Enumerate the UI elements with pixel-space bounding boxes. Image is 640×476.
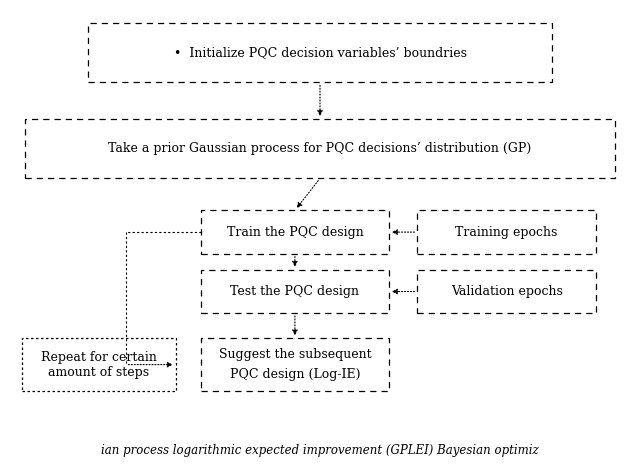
Bar bbox=[201, 210, 389, 254]
Text: Suggest the subsequent: Suggest the subsequent bbox=[219, 348, 371, 361]
Bar bbox=[201, 270, 389, 313]
Text: Test the PQC design: Test the PQC design bbox=[230, 285, 360, 298]
Text: Validation epochs: Validation epochs bbox=[451, 285, 563, 298]
Text: PQC design (Log-IE): PQC design (Log-IE) bbox=[230, 368, 360, 381]
Bar bbox=[201, 338, 389, 391]
Bar bbox=[88, 23, 552, 82]
Text: ian process logarithmic expected improvement (GPLEI) Bayesian optimiz: ian process logarithmic expected improve… bbox=[101, 444, 539, 457]
Bar bbox=[22, 338, 176, 391]
Bar bbox=[417, 270, 596, 313]
Text: Take a prior Gaussian process for PQC decisions’ distribution (GP): Take a prior Gaussian process for PQC de… bbox=[108, 142, 532, 155]
Text: Repeat for certain
amount of steps: Repeat for certain amount of steps bbox=[41, 351, 157, 378]
Text: Train the PQC design: Train the PQC design bbox=[227, 226, 364, 238]
Bar bbox=[25, 119, 615, 178]
Text: •  Initialize PQC decision variables’ boundries: • Initialize PQC decision variables’ bou… bbox=[173, 46, 467, 59]
Bar bbox=[417, 210, 596, 254]
Text: Training epochs: Training epochs bbox=[456, 226, 558, 238]
